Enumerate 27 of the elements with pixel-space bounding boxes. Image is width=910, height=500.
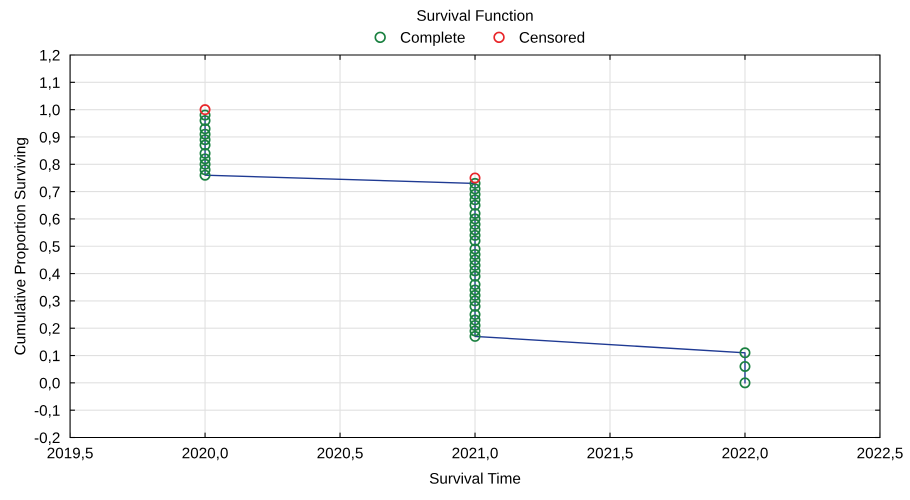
x-tick-label: 2021,0: [452, 448, 498, 460]
x-tick-label: 2022,5: [857, 448, 903, 460]
x-tick-label: 2020,0: [182, 448, 228, 460]
y-tick-label: 0,8: [40, 159, 60, 172]
y-tick-label: 1,2: [40, 50, 60, 62]
x-tick-label: 2022,0: [722, 448, 768, 460]
y-tick-label: -0,1: [34, 405, 60, 418]
y-tick-label: 1,0: [40, 104, 60, 118]
legend-title: Survival Function: [417, 10, 533, 21]
y-tick-label: 0,4: [40, 268, 60, 282]
y-tick-label: 0,9: [40, 132, 60, 144]
y-tick-label: 0,5: [40, 241, 60, 254]
y-tick-label: 0,1: [40, 350, 60, 364]
y-tick-label: -0,2: [34, 432, 60, 445]
x-axis-title: Survival Time: [430, 472, 520, 484]
x-tick-label: 2021,5: [587, 448, 633, 460]
y-tick-label: 0,0: [40, 378, 60, 390]
y-tick-label: 0,6: [40, 214, 60, 226]
x-tick-label: 2019,5: [47, 448, 93, 460]
y-tick-label: 0,7: [40, 186, 60, 200]
legend-label: Censored: [520, 32, 584, 43]
y-axis-title: Cumulative Proportion Surviving: [14, 138, 28, 355]
x-tick-label: 2020,5: [317, 448, 363, 460]
y-tick-label: 0,3: [40, 296, 60, 308]
legend-label: Complete: [400, 32, 465, 46]
y-tick-label: 0,2: [40, 323, 60, 336]
y-tick-label: 1,1: [40, 77, 60, 90]
